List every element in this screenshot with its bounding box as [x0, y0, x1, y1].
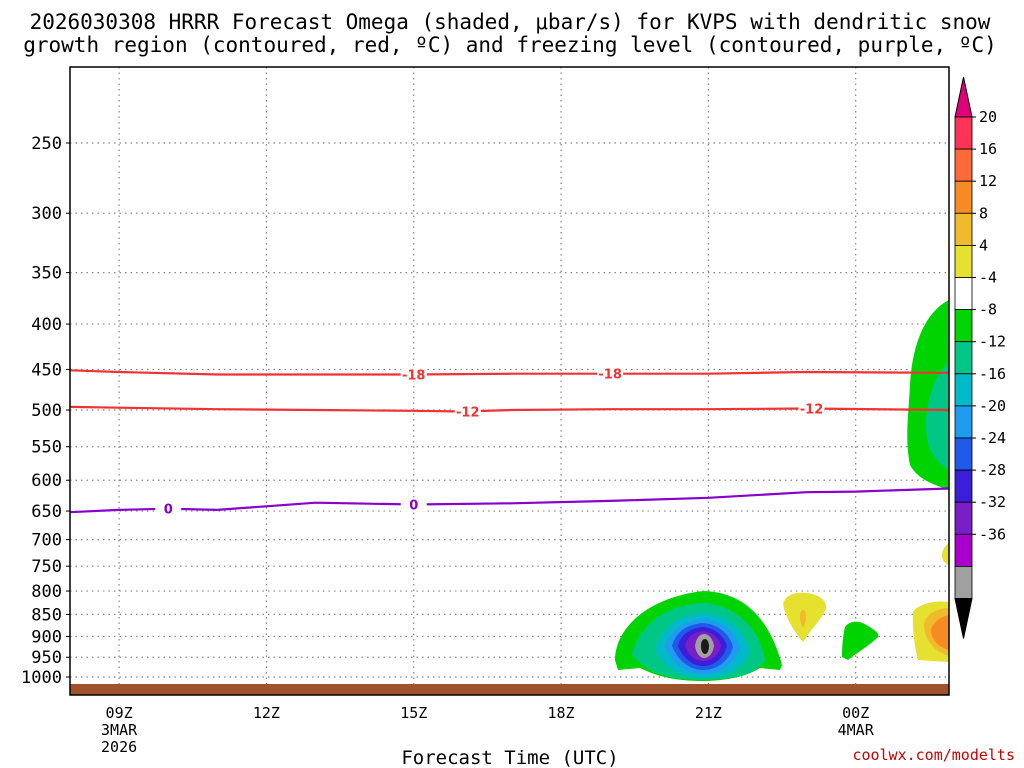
x-tick-sublabel-date: 4MAR [838, 721, 875, 739]
y-tick-label: 1000 [21, 668, 62, 688]
y-tick-label: 350 [31, 264, 62, 284]
x-tick-label: 15Z [400, 704, 427, 722]
colorbar-tick-label: -16 [979, 365, 1006, 383]
colorbar-top-arrow [954, 76, 973, 118]
omega-pos-east [912, 601, 949, 662]
contour-label-bg [798, 401, 825, 416]
omega-east-minus12 [925, 362, 949, 470]
colorbar-segment [954, 212, 973, 246]
colorbar-bottom-arrow [954, 598, 973, 639]
contour-label-bg [597, 366, 624, 381]
contour-label-bg [400, 497, 427, 512]
x-tick-sublabel-year: 2026 [101, 738, 137, 756]
colorbar-segment [954, 501, 973, 535]
colorbar-segment [954, 148, 973, 182]
colorbar-tick-label: 8 [979, 204, 988, 222]
colorbar-tick-label: -28 [979, 461, 1006, 479]
gridlines [70, 67, 949, 695]
contour-label-dgz-minus18: -18 [598, 368, 622, 383]
contour-label-dgz-minus18: -18 [402, 369, 426, 384]
terrain-surface [70, 684, 949, 695]
chart-title-line1: 2026030308 HRRR Forecast Omega (shaded, … [30, 10, 991, 34]
colorbar-segment [954, 341, 973, 375]
y-tick-label: 750 [31, 557, 62, 577]
colorbar-tick-label: -12 [979, 333, 1006, 351]
colorbar-tick-label: -20 [979, 397, 1006, 415]
colorbar-tick-label: -4 [979, 269, 997, 287]
y-tick-label: 800 [31, 582, 62, 602]
colorbar-segment [954, 277, 973, 310]
y-tick-label: 650 [31, 502, 62, 522]
colorbar-tick-label: -36 [979, 525, 1006, 543]
plot-border [69, 66, 950, 696]
y-tick-label: 250 [31, 134, 62, 154]
contour-label-bg [400, 367, 427, 382]
omega-east-plus12 [931, 615, 949, 650]
colorbar-segment [954, 405, 973, 439]
y-tick-label: 600 [31, 471, 62, 491]
omega-contour-minus40 [701, 639, 709, 654]
omega-pos-east-upper [941, 543, 949, 565]
omega-east-mid [907, 300, 949, 490]
colorbar: 20 16 12 8 4 -4 -8 -12 -16 -20 -24 -28 -32 -36 [954, 76, 1006, 639]
colorbar-tick-label: 12 [979, 172, 997, 190]
y-tick-label: 500 [31, 401, 62, 421]
omega-pos-2330 [783, 592, 827, 642]
colorbar-segment [954, 373, 973, 407]
contour-lines: -18 -18 -12 -12 0 0 [69, 366, 950, 518]
contour-label-bg [155, 501, 182, 516]
colorbar-tick-label: -8 [979, 301, 997, 319]
y-axis: 2503003504004505005506006507007508008509… [21, 134, 70, 688]
omega-max-21z [615, 591, 782, 681]
contour-label-bg [454, 404, 481, 419]
colorbar-segment [954, 309, 973, 343]
contour-label-dgz-minus12: -12 [800, 403, 824, 418]
y-tick-label: 400 [31, 315, 62, 335]
x-tick-label: 21Z [695, 704, 722, 722]
colorbar-segment [954, 533, 973, 567]
x-tick-label: 00Z [842, 704, 869, 722]
x-tick-label: 12Z [253, 704, 280, 722]
omega-shading [615, 300, 949, 681]
colorbar-segment [954, 437, 973, 471]
colorbar-segment [954, 244, 973, 278]
colorbar-segment [954, 180, 973, 214]
contour-dgz-minus18 [69, 369, 950, 376]
colorbar-segment [954, 469, 973, 503]
y-tick-label: 550 [31, 438, 62, 458]
x-axis-label: Forecast Time (UTC) [401, 747, 618, 768]
y-tick-label: 850 [31, 605, 62, 625]
plot-background [70, 67, 949, 695]
x-tick-label: 09Z [106, 704, 133, 722]
omega-2330-plus8 [800, 610, 806, 628]
colorbar-segment [954, 566, 973, 599]
y-tick-label: 450 [31, 360, 62, 380]
plot-area: -18 -18 -12 -12 0 0 [69, 66, 950, 696]
colorbar-segment [954, 116, 973, 150]
y-tick-label: 300 [31, 204, 62, 224]
x-tick-label: 18Z [548, 704, 575, 722]
credit-text[interactable]: coolwx.com/modelts [852, 746, 1015, 764]
chart-title-line2: growth region (contoured, red, ºC) and f… [23, 33, 997, 57]
colorbar-tick-label: 20 [979, 108, 997, 126]
contour-label-dgz-minus12: -12 [456, 405, 480, 420]
y-tick-label: 900 [31, 627, 62, 647]
x-tick-sublabel-date: 3MAR [101, 721, 138, 739]
omega-neg-2400 [842, 621, 879, 660]
colorbar-tick-label: -24 [979, 429, 1006, 447]
y-tick-label: 950 [31, 648, 62, 668]
y-tick-label: 700 [31, 531, 62, 551]
contour-label-freezing-level: 0 [409, 498, 418, 513]
colorbar-tick-label: -32 [979, 493, 1006, 511]
colorbar-tick-label: 16 [979, 140, 997, 158]
contour-label-freezing-level: 0 [164, 503, 173, 518]
colorbar-tick-label: 4 [979, 236, 988, 254]
